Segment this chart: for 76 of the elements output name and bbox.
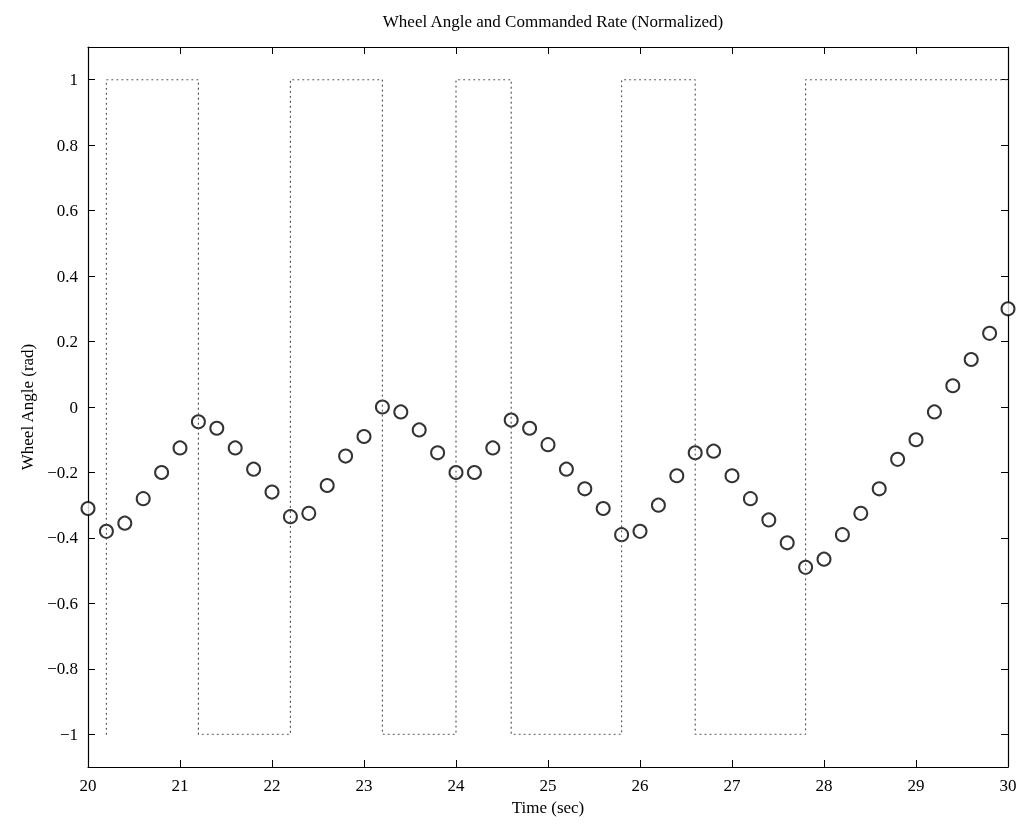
point [742, 491, 758, 507]
point [227, 440, 243, 456]
point [503, 412, 519, 428]
x-tick-label: 22 [263, 776, 281, 795]
point [871, 481, 887, 497]
point [264, 484, 280, 500]
y-tick-label: 0.4 [56, 266, 79, 286]
y-tick-label: 1 [69, 70, 78, 90]
point [80, 500, 96, 516]
point [558, 461, 574, 477]
y-tick-label: 0.6 [56, 201, 78, 221]
point [338, 448, 354, 464]
point [282, 509, 298, 525]
chart-title: Wheel Angle and Commanded Rate (Normalized) [382, 12, 724, 31]
point [945, 378, 961, 394]
x-tick-label: 25 [539, 776, 557, 795]
point [430, 445, 446, 461]
point [522, 420, 538, 436]
point [374, 399, 390, 415]
point [135, 491, 151, 507]
point [853, 505, 869, 521]
x-tick-label: 27 [723, 776, 741, 795]
point [834, 527, 850, 543]
point [687, 445, 703, 461]
y-tick-label: 0.8 [56, 135, 78, 155]
point [98, 523, 114, 539]
point [154, 464, 170, 480]
y-tick-label: −0.8 [47, 659, 78, 679]
point [724, 468, 740, 484]
y-tick-label: −0.4 [47, 528, 79, 548]
point [466, 464, 482, 480]
point [632, 523, 648, 539]
point [908, 432, 924, 448]
point [448, 464, 464, 480]
x-tick-label: 29 [907, 776, 925, 795]
point [761, 512, 777, 528]
x-tick-label: 26 [631, 776, 649, 795]
point [669, 468, 685, 484]
point [209, 420, 225, 436]
y-tick-label: −0.6 [47, 593, 78, 613]
x-tick-label: 30 [999, 776, 1017, 795]
point [963, 352, 979, 368]
point [117, 515, 133, 531]
x-tick-label: 21 [171, 776, 189, 795]
point [779, 535, 795, 551]
point [706, 443, 722, 459]
point [246, 461, 262, 477]
point [798, 559, 814, 575]
y-tick-label: −1 [59, 724, 78, 744]
point [540, 437, 556, 453]
point [816, 551, 832, 567]
point [595, 500, 611, 516]
y-tick-label: 0 [69, 397, 78, 417]
x-tick-label: 23 [355, 776, 373, 795]
point [577, 481, 593, 497]
y-tick-label: 0.2 [56, 332, 78, 352]
point [411, 422, 427, 438]
point [650, 497, 666, 513]
point [190, 414, 206, 430]
point [172, 440, 188, 456]
point [485, 440, 501, 456]
point [890, 451, 906, 467]
point [1000, 301, 1016, 317]
point [926, 404, 942, 420]
point [393, 404, 409, 420]
point [614, 527, 630, 543]
x-axis-title: Time (sec) [511, 797, 585, 817]
point [356, 428, 372, 444]
point [319, 478, 335, 494]
x-tick-label: 20 [79, 776, 97, 795]
y-tick-label: −0.2 [47, 462, 78, 482]
point [301, 505, 317, 521]
x-tick-label: 24 [447, 776, 465, 795]
x-tick-label: 28 [815, 776, 833, 795]
point [982, 325, 998, 341]
y-axis-title: Wheel Angle (rad) [18, 343, 38, 471]
